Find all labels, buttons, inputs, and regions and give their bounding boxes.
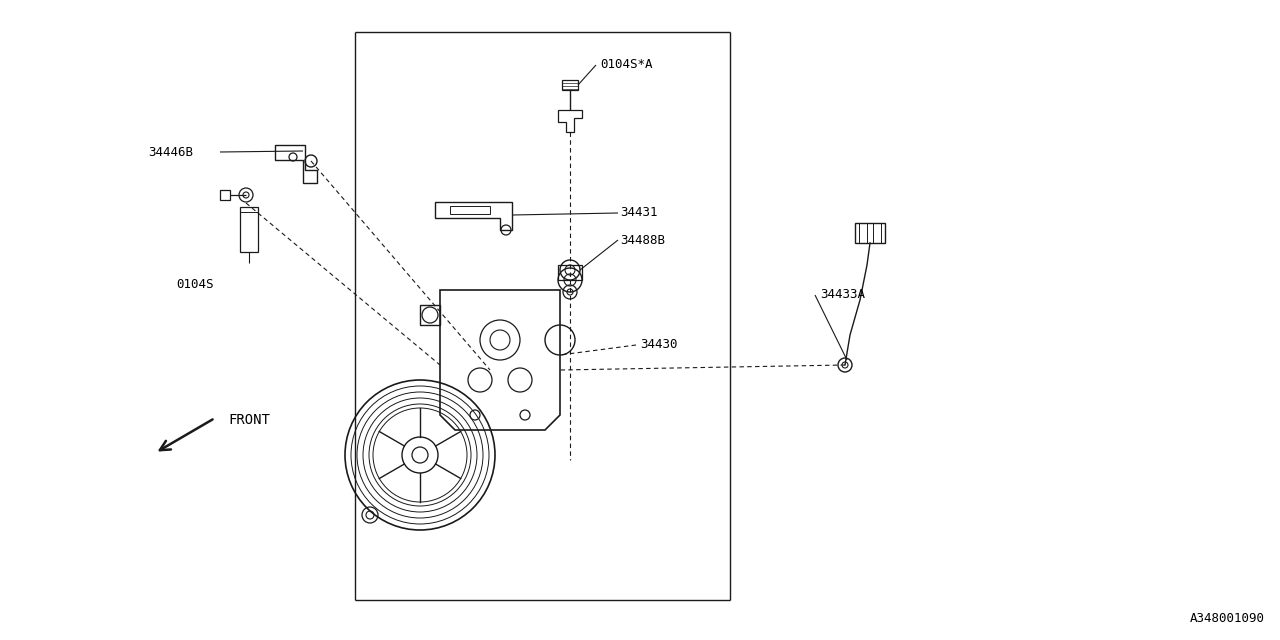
Bar bbox=[451, 206, 490, 214]
Text: 0104S*A: 0104S*A bbox=[600, 58, 653, 72]
Bar bbox=[558, 265, 582, 280]
Text: 34431: 34431 bbox=[620, 207, 658, 220]
Text: A348001090: A348001090 bbox=[1190, 612, 1265, 625]
Text: 0104S: 0104S bbox=[177, 278, 214, 291]
Text: 34488B: 34488B bbox=[620, 234, 666, 246]
Text: 34430: 34430 bbox=[640, 339, 677, 351]
Text: 34433A: 34433A bbox=[820, 289, 865, 301]
Bar bbox=[859, 223, 867, 243]
Text: 34446B: 34446B bbox=[148, 145, 193, 159]
Text: FRONT: FRONT bbox=[228, 413, 270, 427]
Bar bbox=[873, 223, 881, 243]
Bar bbox=[855, 223, 884, 243]
Bar bbox=[241, 207, 259, 252]
